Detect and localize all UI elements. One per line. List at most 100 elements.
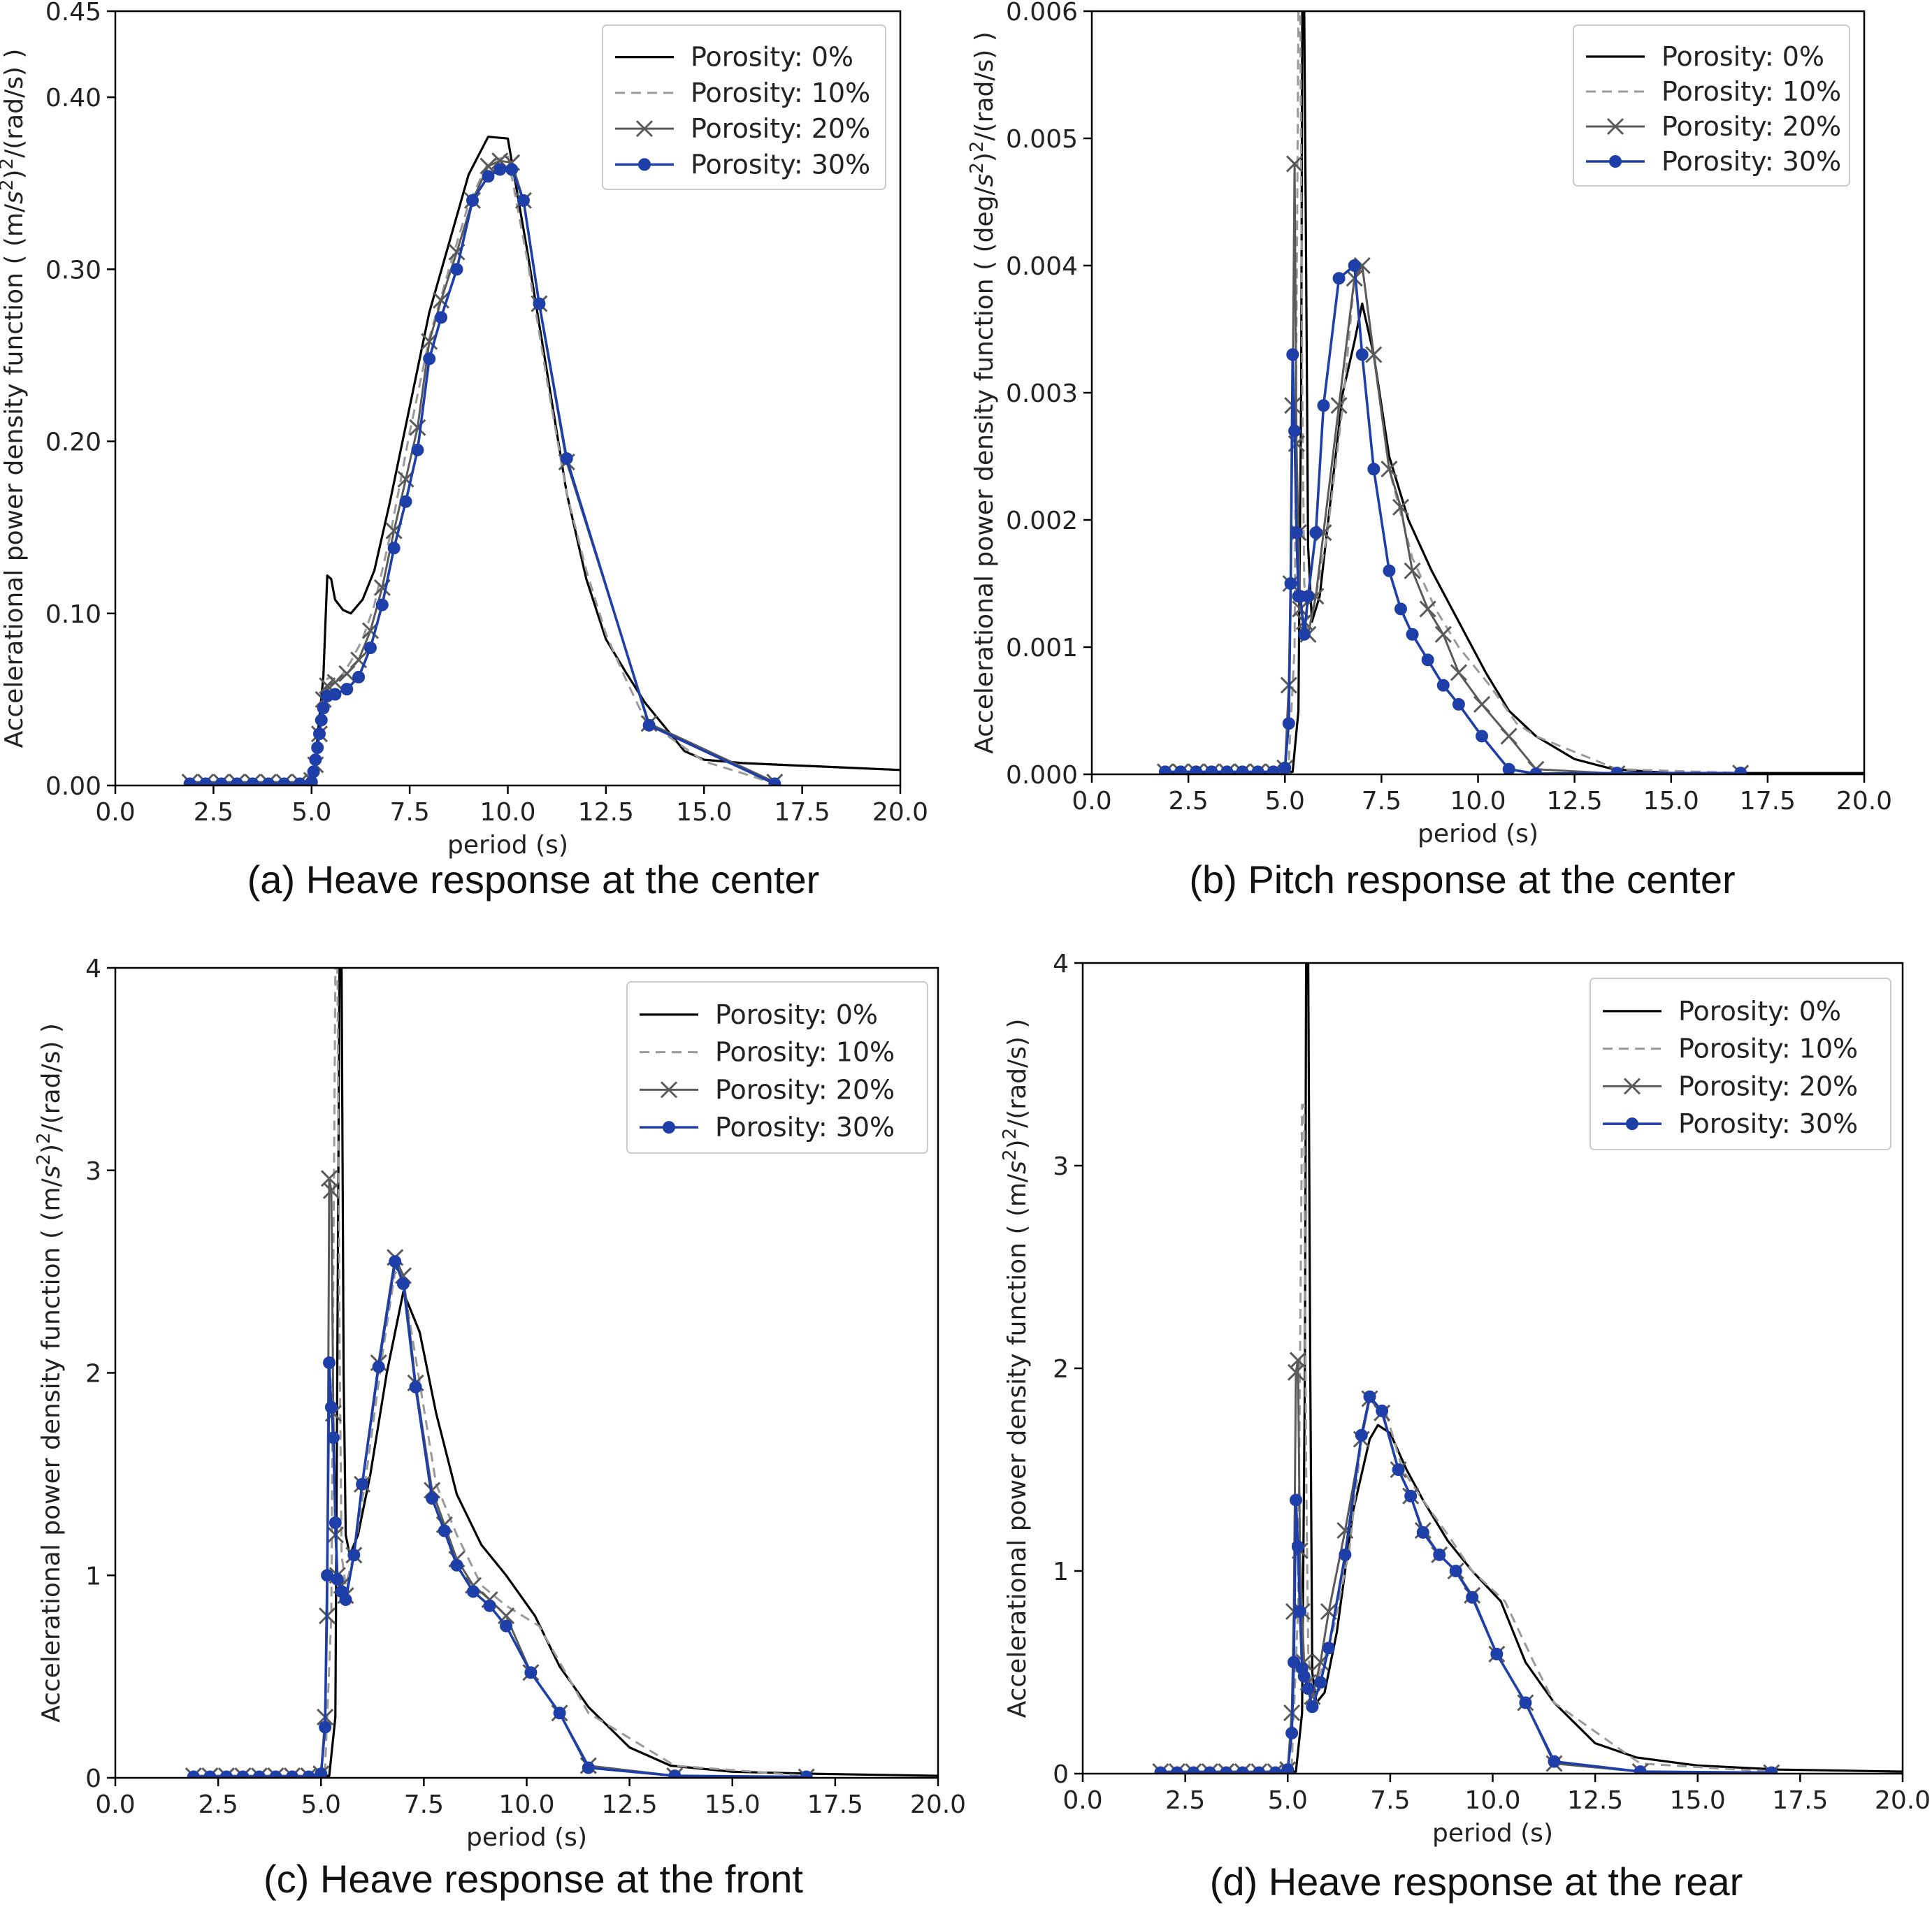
data-point xyxy=(466,194,479,207)
data-point xyxy=(1380,461,1398,478)
x-tick-label: 10.0 xyxy=(498,1790,554,1819)
y-tick-label: 0 xyxy=(85,1765,101,1793)
data-point xyxy=(1306,1700,1319,1714)
x-axis-label: period (s) xyxy=(1432,1819,1553,1848)
x-tick-label: 17.5 xyxy=(774,798,830,827)
data-point xyxy=(1282,717,1295,730)
x-tick-label: 20.0 xyxy=(1836,787,1892,816)
data-point xyxy=(1236,765,1249,774)
data-point xyxy=(1436,679,1450,692)
data-point xyxy=(277,777,291,785)
data-point xyxy=(1355,348,1369,361)
data-point xyxy=(199,777,212,785)
data-point xyxy=(1476,730,1489,743)
data-point xyxy=(315,714,328,727)
y-axis-label-part: /(rad/s) ) xyxy=(970,31,999,140)
y-tick-label: 1 xyxy=(1053,1558,1069,1586)
y-tick-label: 0.006 xyxy=(1006,0,1078,27)
data-point xyxy=(1302,590,1315,603)
x-tick-label: 12.5 xyxy=(602,1790,658,1819)
data-point xyxy=(302,1770,315,1778)
x-tick-label: 20.0 xyxy=(1875,1786,1931,1815)
y-axis-label: Accelerational power density function ( … xyxy=(1000,1019,1032,1718)
data-point xyxy=(319,1721,332,1734)
legend: Porosity: 0% Porosity: 10% Porosity: 20% Po… xyxy=(1573,24,1850,187)
y-axis-label-part: ) xyxy=(37,1144,66,1154)
legend-label: Porosity: 10% xyxy=(1678,1034,1858,1064)
data-point xyxy=(1236,1766,1249,1774)
data-point xyxy=(1365,346,1383,363)
data-point xyxy=(307,765,320,779)
data-point xyxy=(1348,259,1361,272)
legend-label: Porosity: 10% xyxy=(691,78,870,108)
y-tick-label: 2 xyxy=(85,1360,101,1389)
data-point xyxy=(331,1573,344,1586)
y-axis-label: Accelerational power density function ( … xyxy=(0,49,29,748)
data-point xyxy=(768,777,781,785)
x-tick-label: 15.0 xyxy=(705,1790,760,1819)
data-point xyxy=(1449,1565,1462,1577)
x-tick-label: 0.0 xyxy=(1062,1786,1102,1815)
data-point xyxy=(312,727,326,741)
data-point xyxy=(347,1549,361,1562)
data-point xyxy=(246,777,259,785)
y-tick-label: 0.003 xyxy=(1006,379,1078,408)
data-point xyxy=(269,1770,282,1778)
x-tick-label: 10.0 xyxy=(1450,787,1506,816)
data-point xyxy=(317,702,330,715)
data-point xyxy=(1285,155,1304,173)
x-tick-label: 5.0 xyxy=(301,1790,341,1819)
data-point xyxy=(1295,613,1313,630)
y-tick-label: 0.005 xyxy=(1006,125,1078,154)
data-point xyxy=(1286,348,1299,361)
data-point xyxy=(1355,1428,1368,1442)
x-tick-label: 5.0 xyxy=(1268,1786,1308,1815)
data-point xyxy=(1288,424,1302,437)
x-tick-label: 10.0 xyxy=(480,798,535,827)
legend-label: Porosity: 20% xyxy=(715,1074,895,1105)
data-point xyxy=(338,665,356,683)
data-point xyxy=(1278,761,1292,774)
legend-label: Porosity: 20% xyxy=(1678,1071,1858,1101)
x-tick-label: 10.0 xyxy=(1464,1786,1520,1815)
y-axis-label: Accelerational power density function ( … xyxy=(967,31,999,754)
data-point xyxy=(1502,762,1515,774)
data-point xyxy=(1734,767,1747,774)
data-point xyxy=(1205,765,1218,774)
data-point xyxy=(1154,1766,1167,1774)
legend-box xyxy=(626,981,928,1154)
y-axis-label-part: 2 xyxy=(34,1132,55,1144)
y-axis-label-part: s xyxy=(37,1166,66,1179)
data-point xyxy=(315,1767,328,1778)
data-point xyxy=(493,163,507,176)
legend-label: Porosity: 30% xyxy=(715,1112,895,1143)
data-point xyxy=(329,1516,342,1529)
panel-caption: (c) Heave response at the front xyxy=(264,1857,803,1901)
y-axis-label-part: 2 xyxy=(34,1154,55,1166)
x-axis-label: period (s) xyxy=(447,831,568,860)
data-point xyxy=(560,452,573,465)
legend-label: Porosity: 30% xyxy=(691,149,870,180)
legend-marker xyxy=(1606,117,1624,136)
x-tick-label: 15.0 xyxy=(1643,787,1699,816)
y-tick-label: 0.000 xyxy=(1006,761,1078,790)
panel-caption: (a) Heave response at the center xyxy=(247,857,820,901)
legend-label: Porosity: 10% xyxy=(1661,76,1841,107)
y-tick-label: 0.002 xyxy=(1006,507,1078,535)
y-tick-label: 0.001 xyxy=(1006,634,1078,662)
data-point xyxy=(1302,1682,1315,1695)
data-point xyxy=(324,1400,338,1414)
data-point xyxy=(323,1356,336,1370)
data-point xyxy=(1392,498,1410,516)
y-tick-label: 0.10 xyxy=(45,600,101,629)
chart-panel-d: 0.0 2.5 5.0 7.5 10.0 12.5 15.0 17.5 20.0 0 1 2 3 4 per… xyxy=(1000,950,1931,1904)
data-point xyxy=(423,352,436,365)
data-point xyxy=(1466,1591,1479,1604)
y-axis-label-part: 2 xyxy=(1000,1150,1021,1161)
x-tick-label: 5.0 xyxy=(1265,787,1305,816)
data-point xyxy=(231,777,244,785)
x-tick-label: 7.5 xyxy=(1370,1786,1410,1815)
y-axis-label-part: 2 xyxy=(0,180,17,191)
data-point xyxy=(396,1277,410,1291)
